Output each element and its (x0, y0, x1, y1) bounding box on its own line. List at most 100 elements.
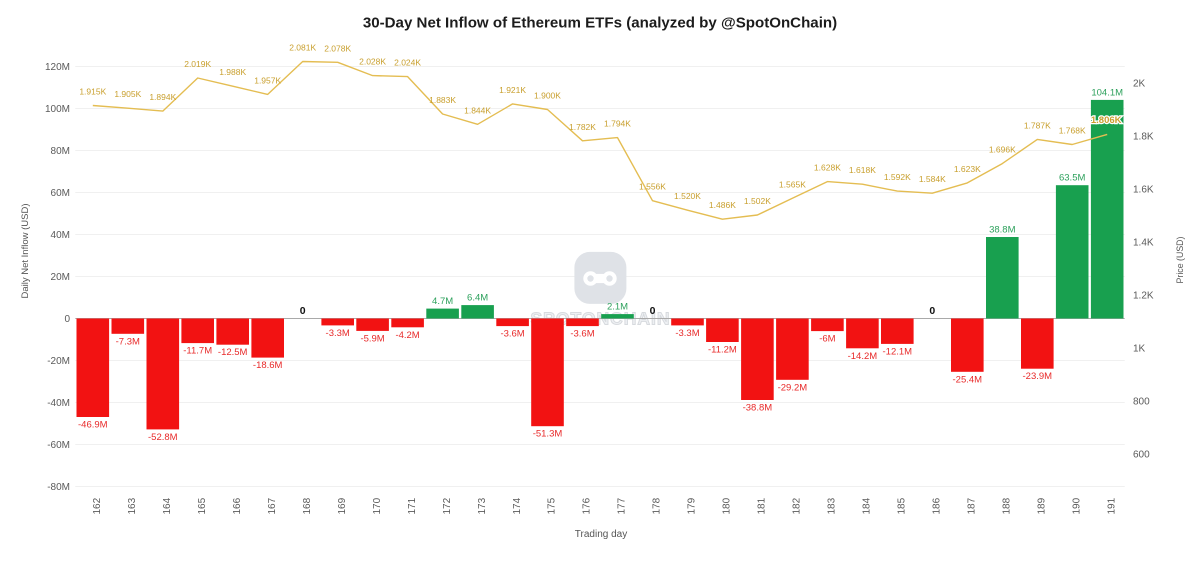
svg-text:1.8K: 1.8K (1133, 132, 1154, 143)
svg-text:167: 167 (267, 497, 278, 514)
svg-text:182: 182 (792, 497, 803, 514)
svg-text:1.883K: 1.883K (429, 95, 456, 105)
svg-text:-3.3M: -3.3M (326, 328, 350, 339)
svg-text:1.623K: 1.623K (954, 164, 981, 174)
svg-text:-7.3M: -7.3M (116, 336, 140, 347)
svg-text:-5.9M: -5.9M (360, 333, 384, 344)
svg-text:1.696K: 1.696K (989, 145, 1016, 155)
svg-text:-12.5M: -12.5M (218, 347, 248, 358)
svg-text:164: 164 (162, 497, 173, 514)
svg-text:1.4K: 1.4K (1133, 238, 1154, 249)
svg-text:-80M: -80M (47, 482, 70, 493)
svg-text:1.592K: 1.592K (884, 172, 911, 182)
svg-text:Price (USD): Price (USD) (1175, 236, 1185, 283)
svg-text:63.5M: 63.5M (1059, 173, 1085, 184)
svg-text:163: 163 (127, 497, 138, 514)
svg-text:-29.2M: -29.2M (778, 382, 808, 393)
svg-text:30-Day Net Inflow of Ethereum: 30-Day Net Inflow of Ethereum ETFs (anal… (363, 15, 837, 32)
svg-text:173: 173 (477, 497, 488, 514)
svg-text:1.988K: 1.988K (219, 67, 246, 77)
svg-text:-51.3M: -51.3M (533, 429, 563, 440)
svg-text:-20M: -20M (47, 356, 70, 367)
svg-text:1.905K: 1.905K (114, 89, 141, 99)
svg-text:178: 178 (652, 497, 663, 514)
svg-text:38.8M: 38.8M (989, 225, 1015, 236)
svg-text:2K: 2K (1133, 79, 1146, 90)
svg-text:1.900K: 1.900K (534, 91, 561, 101)
svg-text:-52.8M: -52.8M (148, 432, 178, 443)
svg-text:175: 175 (547, 497, 558, 514)
svg-text:1.782K: 1.782K (569, 122, 596, 132)
svg-text:2.081K: 2.081K (289, 43, 316, 53)
svg-text:1.6K: 1.6K (1133, 185, 1154, 196)
svg-text:184: 184 (862, 497, 873, 514)
svg-text:190: 190 (1071, 497, 1082, 514)
svg-text:-11.2M: -11.2M (708, 345, 737, 356)
svg-text:2.078K: 2.078K (324, 43, 351, 53)
svg-text:Daily Net Inflow (USD): Daily Net Inflow (USD) (20, 203, 31, 298)
svg-text:-11.7M: -11.7M (183, 346, 212, 357)
svg-text:1.618K: 1.618K (849, 165, 876, 175)
svg-text:0: 0 (929, 305, 935, 317)
svg-text:1.2K: 1.2K (1133, 291, 1154, 302)
svg-text:-4.2M: -4.2M (395, 330, 419, 341)
svg-text:187: 187 (967, 497, 978, 514)
svg-text:1.520K: 1.520K (674, 191, 701, 201)
svg-text:176: 176 (582, 497, 593, 514)
svg-text:1.565K: 1.565K (779, 179, 806, 189)
svg-text:0: 0 (64, 314, 70, 325)
svg-text:189: 189 (1037, 497, 1048, 514)
svg-text:2.019K: 2.019K (184, 59, 211, 69)
svg-text:0: 0 (300, 305, 306, 317)
svg-text:-18.6M: -18.6M (253, 360, 283, 371)
svg-text:168: 168 (302, 497, 313, 514)
svg-text:162: 162 (92, 497, 103, 514)
svg-text:188: 188 (1002, 497, 1013, 514)
svg-text:191: 191 (1106, 497, 1117, 514)
svg-text:2.028K: 2.028K (359, 57, 386, 67)
svg-text:800: 800 (1133, 397, 1150, 408)
svg-text:1.556K: 1.556K (639, 182, 666, 192)
svg-text:172: 172 (442, 497, 453, 514)
svg-text:174: 174 (512, 497, 523, 514)
svg-text:-6M: -6M (819, 334, 835, 345)
svg-text:1.894K: 1.894K (149, 92, 176, 102)
svg-text:170: 170 (372, 497, 383, 514)
svg-text:1.794K: 1.794K (604, 119, 631, 129)
svg-text:166: 166 (232, 497, 243, 514)
svg-text:183: 183 (827, 497, 838, 514)
svg-text:1.584K: 1.584K (919, 174, 946, 184)
svg-text:1.806K: 1.806K (1091, 115, 1122, 126)
svg-text:1.787K: 1.787K (1024, 120, 1051, 130)
svg-text:181: 181 (757, 497, 768, 514)
svg-text:1.844K: 1.844K (464, 105, 491, 115)
svg-text:1.628K: 1.628K (814, 163, 841, 173)
svg-text:-60M: -60M (47, 440, 70, 451)
svg-text:-46.9M: -46.9M (78, 420, 108, 431)
svg-text:1.921K: 1.921K (499, 85, 526, 95)
svg-text:104.1M: 104.1M (1091, 87, 1123, 98)
svg-text:-38.8M: -38.8M (743, 403, 773, 414)
svg-text:100M: 100M (45, 104, 70, 115)
svg-text:-3.3M: -3.3M (675, 328, 699, 339)
svg-text:20M: 20M (51, 272, 70, 283)
svg-text:Trading day: Trading day (575, 529, 627, 540)
svg-text:1.502K: 1.502K (744, 196, 771, 206)
svg-text:60M: 60M (51, 188, 70, 199)
svg-text:40M: 40M (51, 230, 70, 241)
svg-text:1.768K: 1.768K (1059, 126, 1086, 136)
svg-text:1K: 1K (1133, 344, 1146, 355)
svg-text:4.7M: 4.7M (432, 296, 453, 307)
svg-text:186: 186 (932, 497, 943, 514)
svg-text:169: 169 (337, 497, 348, 514)
svg-text:-3.6M: -3.6M (570, 329, 594, 340)
svg-text:180: 180 (722, 497, 733, 514)
svg-text:1.957K: 1.957K (254, 75, 281, 85)
svg-text:179: 179 (687, 497, 698, 514)
svg-text:80M: 80M (51, 146, 70, 157)
svg-text:1.915K: 1.915K (79, 87, 106, 97)
svg-text:-14.2M: -14.2M (848, 351, 878, 362)
svg-text:6.4M: 6.4M (467, 293, 488, 304)
svg-text:171: 171 (407, 497, 418, 514)
svg-text:-25.4M: -25.4M (953, 374, 983, 385)
